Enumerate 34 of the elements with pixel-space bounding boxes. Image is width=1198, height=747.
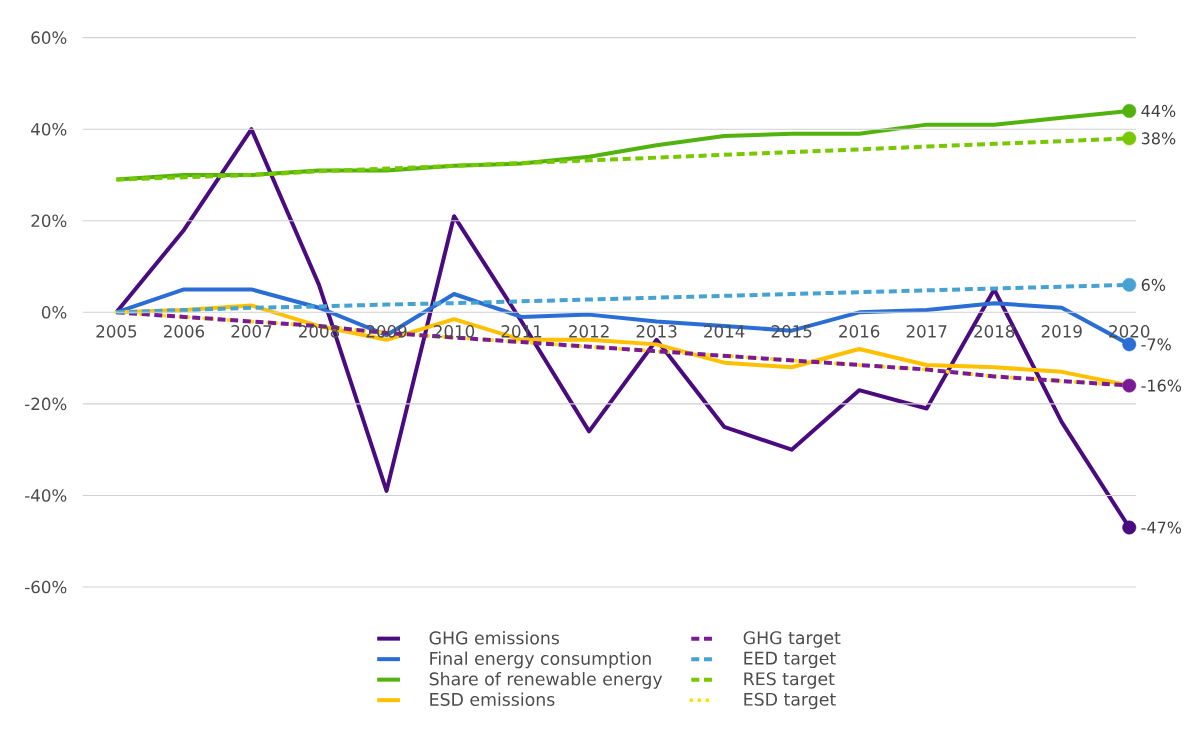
legend-label: ESD emissions [430, 692, 555, 706]
legend-label: GHG emissions [429, 631, 560, 645]
y-tick-label: 40% [31, 122, 67, 136]
legend-label: Final energy consumption [430, 651, 651, 669]
x-tick-label: 2010 [434, 325, 475, 338]
y-tick-label: 20% [31, 214, 67, 228]
data-label: 6% [1141, 278, 1166, 291]
legend-label: RES target [744, 672, 835, 689]
x-tick-label: 2005 [96, 325, 137, 338]
x-tick-label: 2020 [1109, 325, 1150, 338]
y-tick-label: -60% [25, 580, 67, 594]
x-tick-label: 2007 [231, 325, 272, 338]
data-label: -7% [1141, 338, 1171, 351]
x-tick-label: 2014 [704, 325, 745, 338]
x-tick-label: 2018 [974, 325, 1015, 338]
x-tick-label: 2006 [163, 325, 205, 338]
x-tick-label: 2016 [839, 325, 880, 338]
x-tick-label: 2009 [366, 325, 407, 338]
legend-label: ESD target [744, 692, 836, 710]
x-tick-label: 2017 [906, 325, 947, 338]
x-tick-label: 2013 [636, 325, 677, 338]
y-tick-label: 0% [41, 306, 67, 319]
data-label: -16% [1141, 379, 1182, 392]
x-tick-label: 2019 [1041, 325, 1082, 338]
y-tick-label: 60% [31, 31, 67, 44]
x-tick-label: 2012 [569, 325, 609, 338]
y-tick-label: -20% [25, 397, 67, 411]
data-label: 38% [1141, 132, 1176, 145]
data-label: 44% [1141, 104, 1176, 117]
data-label: -47% [1141, 521, 1182, 534]
legend-label: GHG target [743, 631, 841, 648]
y-tick-label: -40% [25, 489, 67, 502]
legend-label: EED target [744, 651, 836, 669]
legend-label: Share of renewable energy [429, 672, 663, 689]
